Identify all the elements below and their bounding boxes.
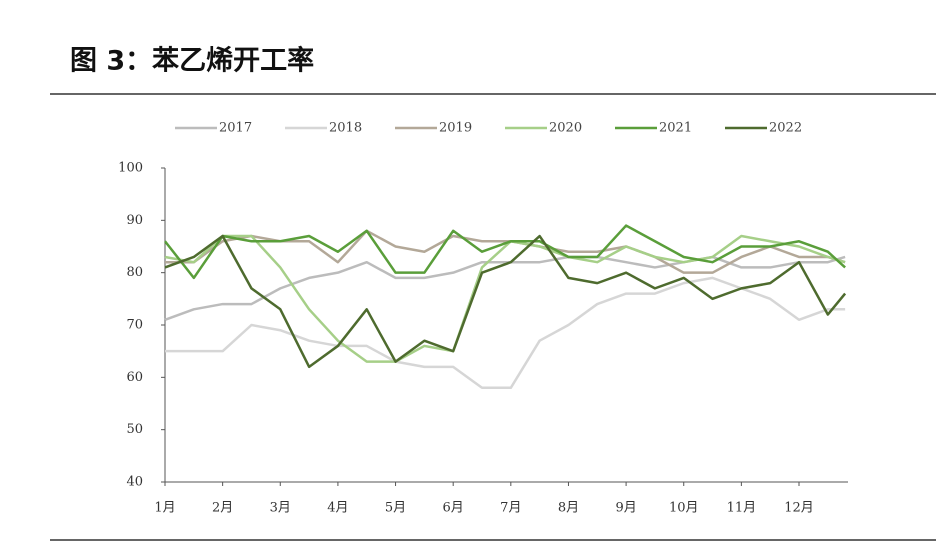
y-tick-label: 70 xyxy=(126,318,143,333)
x-tick-label: 4月 xyxy=(327,501,348,516)
series-line xyxy=(164,224,846,280)
legend-label: 2017 xyxy=(219,121,252,136)
x-tick-label: 1月 xyxy=(154,501,175,516)
y-tick-label: 50 xyxy=(126,422,143,437)
x-tick-label: 7月 xyxy=(500,501,521,516)
legend-label: 2019 xyxy=(439,121,472,136)
y-tick-label: 90 xyxy=(126,213,143,228)
legend-label: 2022 xyxy=(769,121,802,136)
y-tick-label: 40 xyxy=(126,475,143,490)
x-tick-label: 8月 xyxy=(558,501,579,516)
legend-label: 2020 xyxy=(549,121,582,136)
series-line xyxy=(164,234,847,369)
x-tick-label: 10月 xyxy=(669,501,699,516)
y-tick-label: 80 xyxy=(126,265,143,280)
x-tick-label: 11月 xyxy=(727,501,757,516)
x-tick-label: 12月 xyxy=(784,501,814,516)
y-tick-label: 100 xyxy=(118,161,143,176)
legend-label: 2018 xyxy=(329,121,362,136)
x-tick-label: 6月 xyxy=(443,501,464,516)
chart-title: 图 3：苯乙烯开工率 xyxy=(70,45,314,77)
y-tick-label: 60 xyxy=(126,370,143,385)
x-tick-label: 5月 xyxy=(385,501,406,516)
x-tick-label: 9月 xyxy=(615,501,636,516)
x-tick-label: 3月 xyxy=(270,501,291,516)
legend-label: 2021 xyxy=(659,121,692,136)
x-tick-label: 2月 xyxy=(212,501,233,516)
